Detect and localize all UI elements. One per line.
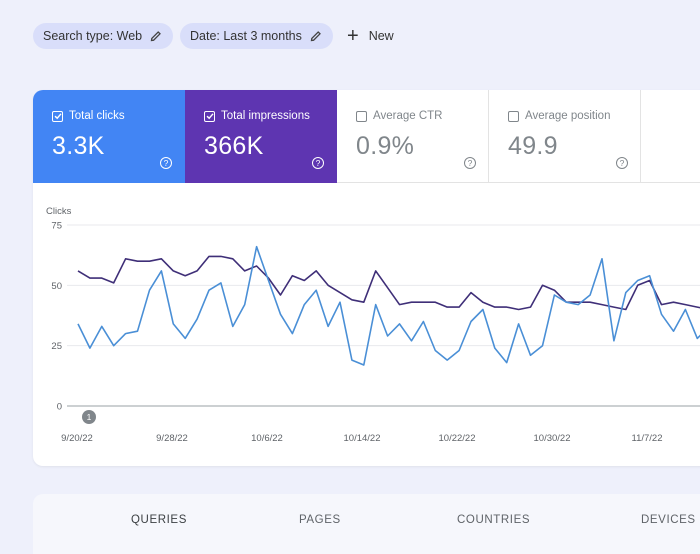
tab-countries[interactable]: COUNTRIES: [457, 514, 531, 526]
x-tick-label: 9/28/22: [156, 433, 188, 444]
y-ticks: 75 50 25 0: [51, 221, 62, 413]
x-tick-label: 10/30/22: [534, 433, 571, 444]
edit-pencil-icon: [310, 31, 321, 42]
y-tick-label: 75: [51, 221, 62, 232]
y-tick-label: 25: [51, 341, 62, 352]
performance-card: Total clicks 3.3K ? Total impressions 36…: [33, 90, 700, 466]
chart-grid: [67, 224, 700, 407]
metric-label: Total clicks: [69, 110, 125, 122]
date-chip[interactable]: Date: Last 3 months: [180, 23, 333, 49]
search-type-chip[interactable]: Search type: Web: [33, 23, 173, 49]
y-axis-label: Clicks: [46, 206, 72, 217]
tab-devices[interactable]: DEVICES: [641, 514, 696, 526]
annotation-marker[interactable]: 1: [82, 410, 96, 424]
metric-value: 0.9%: [356, 132, 415, 160]
help-icon[interactable]: ?: [312, 157, 324, 169]
metric-label: Average position: [525, 110, 611, 122]
metric-value: 366K: [204, 132, 264, 160]
metric-label: Total impressions: [221, 110, 310, 122]
checkbox-unchecked-icon[interactable]: [508, 110, 519, 122]
edit-pencil-icon: [150, 31, 162, 42]
metric-average-ctr[interactable]: Average CTR 0.9% ?: [337, 90, 489, 183]
tab-pages[interactable]: PAGES: [299, 514, 341, 526]
annotation-circle: [82, 410, 96, 424]
metric-value: 49.9: [508, 132, 558, 160]
y-tick-label: 50: [51, 281, 62, 292]
help-icon[interactable]: ?: [464, 157, 476, 169]
x-tick-label: 10/14/22: [344, 433, 381, 444]
x-tick-label: 11/7/22: [632, 433, 663, 444]
date-label: Date: Last 3 months: [190, 29, 302, 43]
help-icon[interactable]: ?: [616, 157, 628, 169]
metric-value: 3.3K: [52, 132, 105, 160]
dimension-tabs: QUERIES PAGES COUNTRIES DEVICES: [33, 494, 700, 554]
clicks-impressions-chart: Clicks 75 50 25 0 9/20/22 9/28/22 10/6/22 10/1…: [46, 206, 700, 444]
checkbox-checked-icon[interactable]: [204, 110, 215, 122]
search-type-label: Search type: Web: [43, 29, 143, 43]
new-filter-label: New: [368, 29, 394, 43]
annotation-label: 1: [87, 412, 92, 422]
x-tick-label: 10/22/22: [439, 433, 476, 444]
x-tick-label: 10/6/22: [251, 433, 283, 444]
metric-total-impressions[interactable]: Total impressions 366K ?: [185, 90, 337, 183]
impressions-series-line: [77, 255, 700, 311]
chart-lines: [77, 245, 700, 366]
metric-total-clicks[interactable]: Total clicks 3.3K ?: [33, 90, 185, 183]
plus-icon: +: [347, 25, 359, 47]
y-tick-label: 0: [57, 402, 62, 413]
new-filter-button[interactable]: + New: [347, 23, 394, 49]
metric-empty-slot: [641, 90, 700, 183]
x-tick-label: 9/20/22: [61, 433, 93, 444]
help-icon[interactable]: ?: [160, 157, 172, 169]
tab-queries[interactable]: QUERIES: [131, 514, 187, 526]
clicks-series-line: [77, 245, 700, 366]
checkbox-checked-icon[interactable]: [52, 110, 63, 122]
metric-average-position[interactable]: Average position 49.9 ?: [489, 90, 641, 183]
x-ticks: 9/20/22 9/28/22 10/6/22 10/14/22 10/22/22 10/…: [61, 433, 662, 444]
metric-label: Average CTR: [373, 110, 443, 122]
checkbox-unchecked-icon[interactable]: [356, 110, 367, 122]
